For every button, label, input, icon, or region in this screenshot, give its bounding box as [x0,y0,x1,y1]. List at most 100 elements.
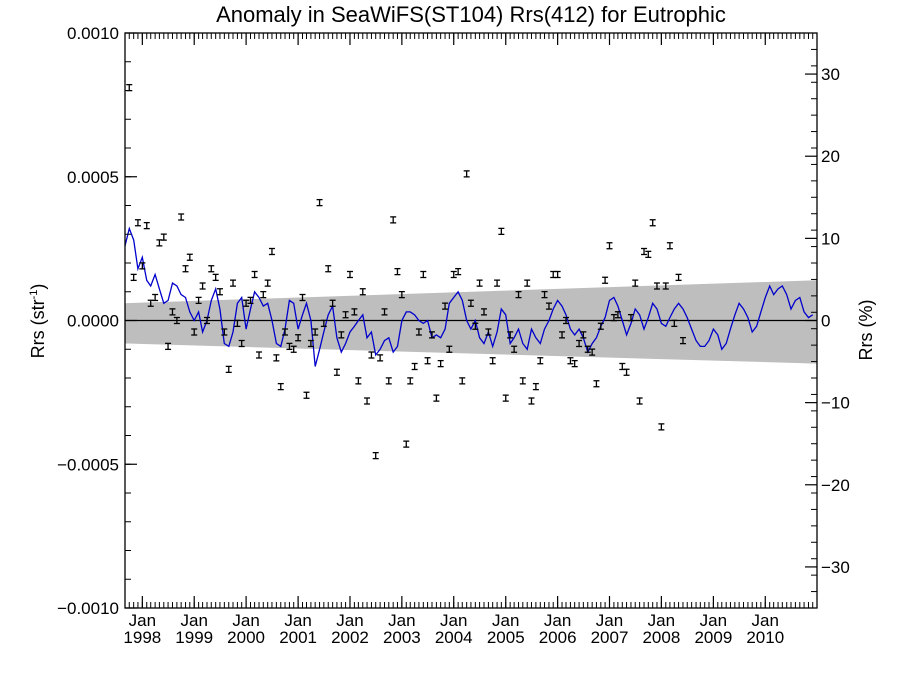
data-point [554,270,561,279]
data-point [143,221,150,230]
data-point [528,397,535,405]
data-point [437,359,444,368]
data-point [221,328,228,336]
y-tick-label-right: −10 [821,394,850,413]
data-point [286,342,293,351]
data-point [532,382,539,391]
data-point [398,290,405,299]
data-point [385,377,392,385]
x-tick-label-year: 2003 [383,628,421,647]
data-point [403,440,410,448]
data-point [390,216,397,224]
data-point [606,242,613,250]
data-point [204,316,211,325]
data-point [273,354,280,362]
data-point [178,213,185,221]
smoothed-anomaly-line [124,226,814,367]
data-point [333,368,340,376]
data-point [312,328,319,336]
data-point [320,319,327,328]
data-point [182,265,189,273]
data-point [545,302,552,310]
y-tick-label-left: −0.0010 [57,599,119,618]
data-point [329,299,336,307]
data-point [645,250,652,259]
data-point [191,328,198,336]
data-point [446,345,453,353]
y-tick-label-right: 0 [821,312,830,331]
data-point [407,377,414,385]
data-point [234,319,241,328]
data-point [290,345,297,353]
y-tick-label-right: 20 [821,147,840,166]
data-point [653,282,660,290]
data-point [455,267,462,276]
data-point [658,423,665,431]
x-tick-label-year: 2004 [435,628,473,647]
data-point [325,265,332,273]
data-point [597,322,604,330]
data-point [277,382,284,391]
data-point [260,290,267,299]
x-tick-label-month: Jan [752,611,779,630]
data-point [610,313,617,322]
data-point [550,270,557,279]
data-point [415,328,422,336]
x-tick-label-month: Jan [440,611,467,630]
data-point [498,227,505,236]
x-tick-label-year: 1999 [175,628,213,647]
data-point [282,328,289,336]
y-tick-label-left: 0.0005 [67,168,119,187]
data-point [216,288,223,296]
data-point [346,270,353,279]
data-point [433,394,440,402]
data-point [472,322,479,330]
x-tick-label-year: 1998 [123,628,161,647]
data-point [519,377,526,385]
data-point [268,247,275,256]
data-point [368,351,375,359]
data-point [463,170,470,178]
data-point [679,336,686,345]
data-point [134,219,141,227]
data-point [623,368,630,376]
data-point [641,247,648,256]
x-tick-label-month: Jan [232,611,259,630]
x-tick-label-year: 2007 [591,628,629,647]
x-tick-label-year: 2005 [487,628,525,647]
x-tick-label-month: Jan [388,611,415,630]
data-point [338,331,345,339]
data-point [243,299,250,307]
x-tick-label-year: 2006 [539,628,577,647]
y-tick-label-left: 0.0010 [67,24,119,43]
data-point [675,273,682,282]
data-point [208,265,215,273]
data-point [394,267,401,276]
y-axis-label-left: Rrs (str-1) [28,284,48,359]
data-point [359,288,366,296]
data-point [485,328,492,336]
data-point [195,296,202,305]
confidence-band [125,280,817,364]
data-point [567,357,574,365]
data-point [666,242,673,250]
y-tick-label-right: −20 [821,476,850,495]
data-points-layer [126,83,686,460]
y-axis-label-right: Rrs (%) [856,300,876,361]
data-point [459,377,466,385]
data-point [251,270,258,279]
data-point [632,279,639,287]
data-point [649,219,656,227]
data-point [295,334,302,342]
data-point [139,262,146,270]
y-axis-label-left-superscript: -1 [28,290,40,300]
x-tick-label-year: 2000 [227,628,265,647]
x-tick-label-month: Jan [129,611,156,630]
y-axis-label-left-main: Rrs (str [28,299,48,358]
data-point [584,345,591,353]
data-point [627,313,634,322]
data-point [662,282,669,290]
data-point [307,339,314,348]
